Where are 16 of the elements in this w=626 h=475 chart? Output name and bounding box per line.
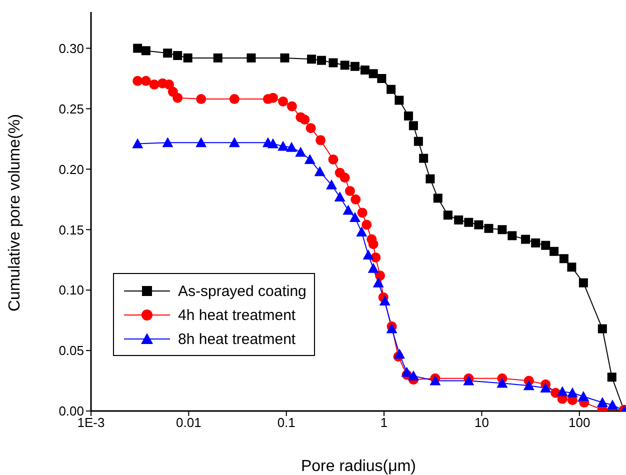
x-tick-label: 1 [380, 415, 388, 430]
x-tick-label: 10 [474, 415, 489, 430]
y-tick-label: 0.30 [58, 40, 84, 56]
legend-label: 4h heat treatment [178, 306, 296, 324]
legend-label: As-sprayed coating [178, 282, 306, 300]
y-axis-title: Cumulative pore volume(%) [6, 114, 24, 312]
y-tick-label: 0.15 [58, 222, 84, 238]
x-axis-title: Pore radius(μm) [300, 458, 416, 475]
y-tick-label: 0.05 [58, 343, 84, 358]
y-tick-label: 0.10 [58, 282, 84, 298]
legend-label: 8h heat treatment [178, 330, 296, 348]
x-tick-label: 0.1 [277, 415, 296, 430]
x-tick-label: 0.01 [176, 415, 202, 430]
y-tick-label: 0.25 [58, 101, 84, 116]
y-tick-label: 0.20 [58, 162, 84, 177]
x-tick-label: 100 [568, 415, 590, 430]
